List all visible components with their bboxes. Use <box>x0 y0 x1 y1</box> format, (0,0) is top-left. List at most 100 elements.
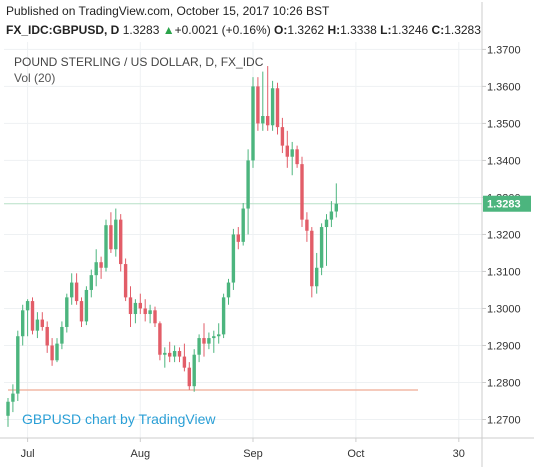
candle-body <box>270 88 275 126</box>
candle-up[interactable] <box>319 223 324 276</box>
candle-body <box>114 219 118 250</box>
last-price-badge-text: 1.3283 <box>487 199 521 211</box>
candle-down[interactable] <box>305 212 309 242</box>
candle-up[interactable] <box>315 252 319 294</box>
candle-down[interactable] <box>138 293 142 315</box>
candle-up[interactable] <box>35 312 40 339</box>
watermark-link[interactable]: GBPUSD chart by TradingView <box>22 411 216 427</box>
candle-up[interactable] <box>324 214 329 266</box>
candle-up[interactable] <box>25 299 30 337</box>
candle-down[interactable] <box>40 312 44 331</box>
candle-up[interactable] <box>104 219 108 272</box>
candle-down[interactable] <box>50 338 54 366</box>
candle-up[interactable] <box>89 269 93 298</box>
candle-up[interactable] <box>6 398 10 427</box>
candle-body <box>324 219 329 228</box>
candle-up[interactable] <box>290 141 294 176</box>
candle-up[interactable] <box>197 334 201 363</box>
candle-down[interactable] <box>182 343 187 372</box>
high-label: H: <box>327 23 341 37</box>
close-label: C: <box>431 23 445 37</box>
candle-body <box>55 343 59 361</box>
candle-body <box>21 310 25 337</box>
candle-body <box>319 227 324 268</box>
candle-up[interactable] <box>192 349 196 392</box>
candle-up[interactable] <box>148 304 152 324</box>
candle-down[interactable] <box>153 306 157 327</box>
candle-down[interactable] <box>143 299 147 322</box>
candle-down[interactable] <box>187 362 191 390</box>
candle-down[interactable] <box>280 117 285 154</box>
candle-up[interactable] <box>16 330 20 401</box>
candle-up[interactable] <box>163 347 167 368</box>
candle-down[interactable] <box>266 66 270 131</box>
candle-body <box>40 319 44 327</box>
volume-indicator-label: Vol (20) <box>14 71 55 85</box>
candle-down[interactable] <box>236 227 240 250</box>
candle-up[interactable] <box>221 293 226 339</box>
candle-body <box>84 289 89 322</box>
candle-up[interactable] <box>334 183 338 218</box>
candle-down[interactable] <box>45 321 49 353</box>
candle-up[interactable] <box>329 201 334 228</box>
candle-body <box>221 297 226 335</box>
candle-up[interactable] <box>217 323 221 344</box>
candle-down[interactable] <box>310 227 314 298</box>
candle-up[interactable] <box>270 80 275 131</box>
candle-body <box>99 262 103 268</box>
candle-up[interactable] <box>133 299 138 324</box>
candle-body <box>172 351 177 357</box>
price-tick-label: 1.3200 <box>487 229 521 241</box>
candle-up[interactable] <box>114 208 118 257</box>
candle-body <box>256 86 260 124</box>
candle-up[interactable] <box>70 273 74 305</box>
candle-body <box>192 354 196 387</box>
candle-body <box>143 308 147 315</box>
candle-down[interactable] <box>275 82 280 135</box>
candle-up[interactable] <box>60 321 64 350</box>
candle-up[interactable] <box>65 293 69 333</box>
candle-up[interactable] <box>241 202 245 246</box>
candle-down[interactable] <box>285 130 289 168</box>
candle-down[interactable] <box>177 347 182 363</box>
candle-body <box>65 297 69 327</box>
candle-down[interactable] <box>74 273 79 305</box>
candle-down[interactable] <box>300 156 304 228</box>
candle-down[interactable] <box>295 145 299 168</box>
candle-up[interactable] <box>226 278 231 305</box>
candle-body <box>285 145 289 157</box>
candle-up[interactable] <box>11 384 15 413</box>
candle-body <box>11 393 15 402</box>
candle-down[interactable] <box>109 212 113 253</box>
price-tick-label: 1.2700 <box>487 414 521 426</box>
candle-up[interactable] <box>84 286 89 326</box>
candle-down[interactable] <box>30 297 35 335</box>
candle-down[interactable] <box>99 256 103 279</box>
candle-up[interactable] <box>212 330 216 353</box>
candle-up[interactable] <box>231 228 236 290</box>
candle-body <box>177 351 182 357</box>
candle-body <box>153 310 157 324</box>
candle-up[interactable] <box>251 77 255 168</box>
candle-down[interactable] <box>123 258 128 302</box>
candle-body <box>133 302 138 315</box>
candle-down[interactable] <box>119 214 123 272</box>
candle-up[interactable] <box>94 249 98 287</box>
time-tick-label: Aug <box>131 448 151 460</box>
last-price-badge <box>483 195 531 212</box>
candle-body <box>280 127 285 146</box>
candle-down[interactable] <box>79 297 84 327</box>
candle-up[interactable] <box>246 149 250 235</box>
candle-up[interactable] <box>55 338 59 363</box>
candle-down[interactable] <box>202 323 206 357</box>
candle-up[interactable] <box>207 332 211 350</box>
candle-down[interactable] <box>256 77 260 131</box>
candle-down[interactable] <box>128 286 133 327</box>
candle-body <box>217 334 221 337</box>
candle-up[interactable] <box>261 71 265 131</box>
candle-up[interactable] <box>172 345 177 363</box>
candle-down[interactable] <box>158 321 162 361</box>
candle-up[interactable] <box>21 304 25 346</box>
candle-down[interactable] <box>168 341 172 363</box>
